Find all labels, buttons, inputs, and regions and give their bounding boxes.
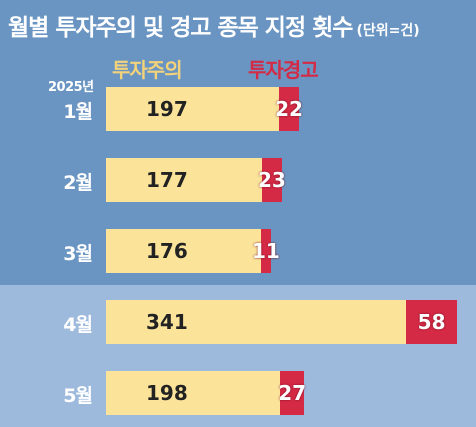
bar-caution	[106, 87, 280, 131]
value-label-caution: 198	[146, 381, 188, 405]
month-label: 4월	[63, 314, 93, 336]
legend-warning: 투자경고	[248, 58, 319, 82]
title-text: 월별 투자주의 및 경고 종목 지정 횟수	[8, 15, 353, 41]
bar-caution	[106, 158, 262, 202]
value-label-warning: 23	[257, 168, 286, 192]
value-label-caution: 176	[146, 239, 188, 263]
month-label: 1월	[63, 101, 93, 123]
unit-label: (단위=건)	[356, 23, 420, 39]
legend-caution: 투자주의	[112, 58, 183, 82]
value-label-warning: 27	[278, 381, 307, 405]
month-label: 5월	[63, 385, 93, 407]
year-label: 2025년	[48, 80, 94, 95]
bar-caution	[106, 371, 281, 415]
bar-warning	[279, 87, 299, 131]
value-label-caution: 177	[146, 168, 188, 192]
value-label-caution: 197	[146, 97, 188, 121]
bar-warning	[260, 229, 271, 273]
value-label-caution: 341	[146, 310, 188, 334]
bar-caution	[106, 229, 261, 273]
chart-title: 월별 투자주의 및 경고 종목 지정 횟수 (단위=건)	[8, 8, 420, 42]
value-label-warning: 58	[417, 310, 446, 334]
value-label-warning: 11	[251, 239, 280, 263]
value-label-warning: 22	[275, 97, 303, 121]
month-label: 2월	[63, 172, 93, 194]
bar-warning	[261, 158, 282, 202]
bar-warning	[406, 300, 458, 344]
month-label: 3월	[63, 243, 93, 265]
bar-warning	[280, 371, 304, 415]
bar-caution	[106, 300, 407, 344]
